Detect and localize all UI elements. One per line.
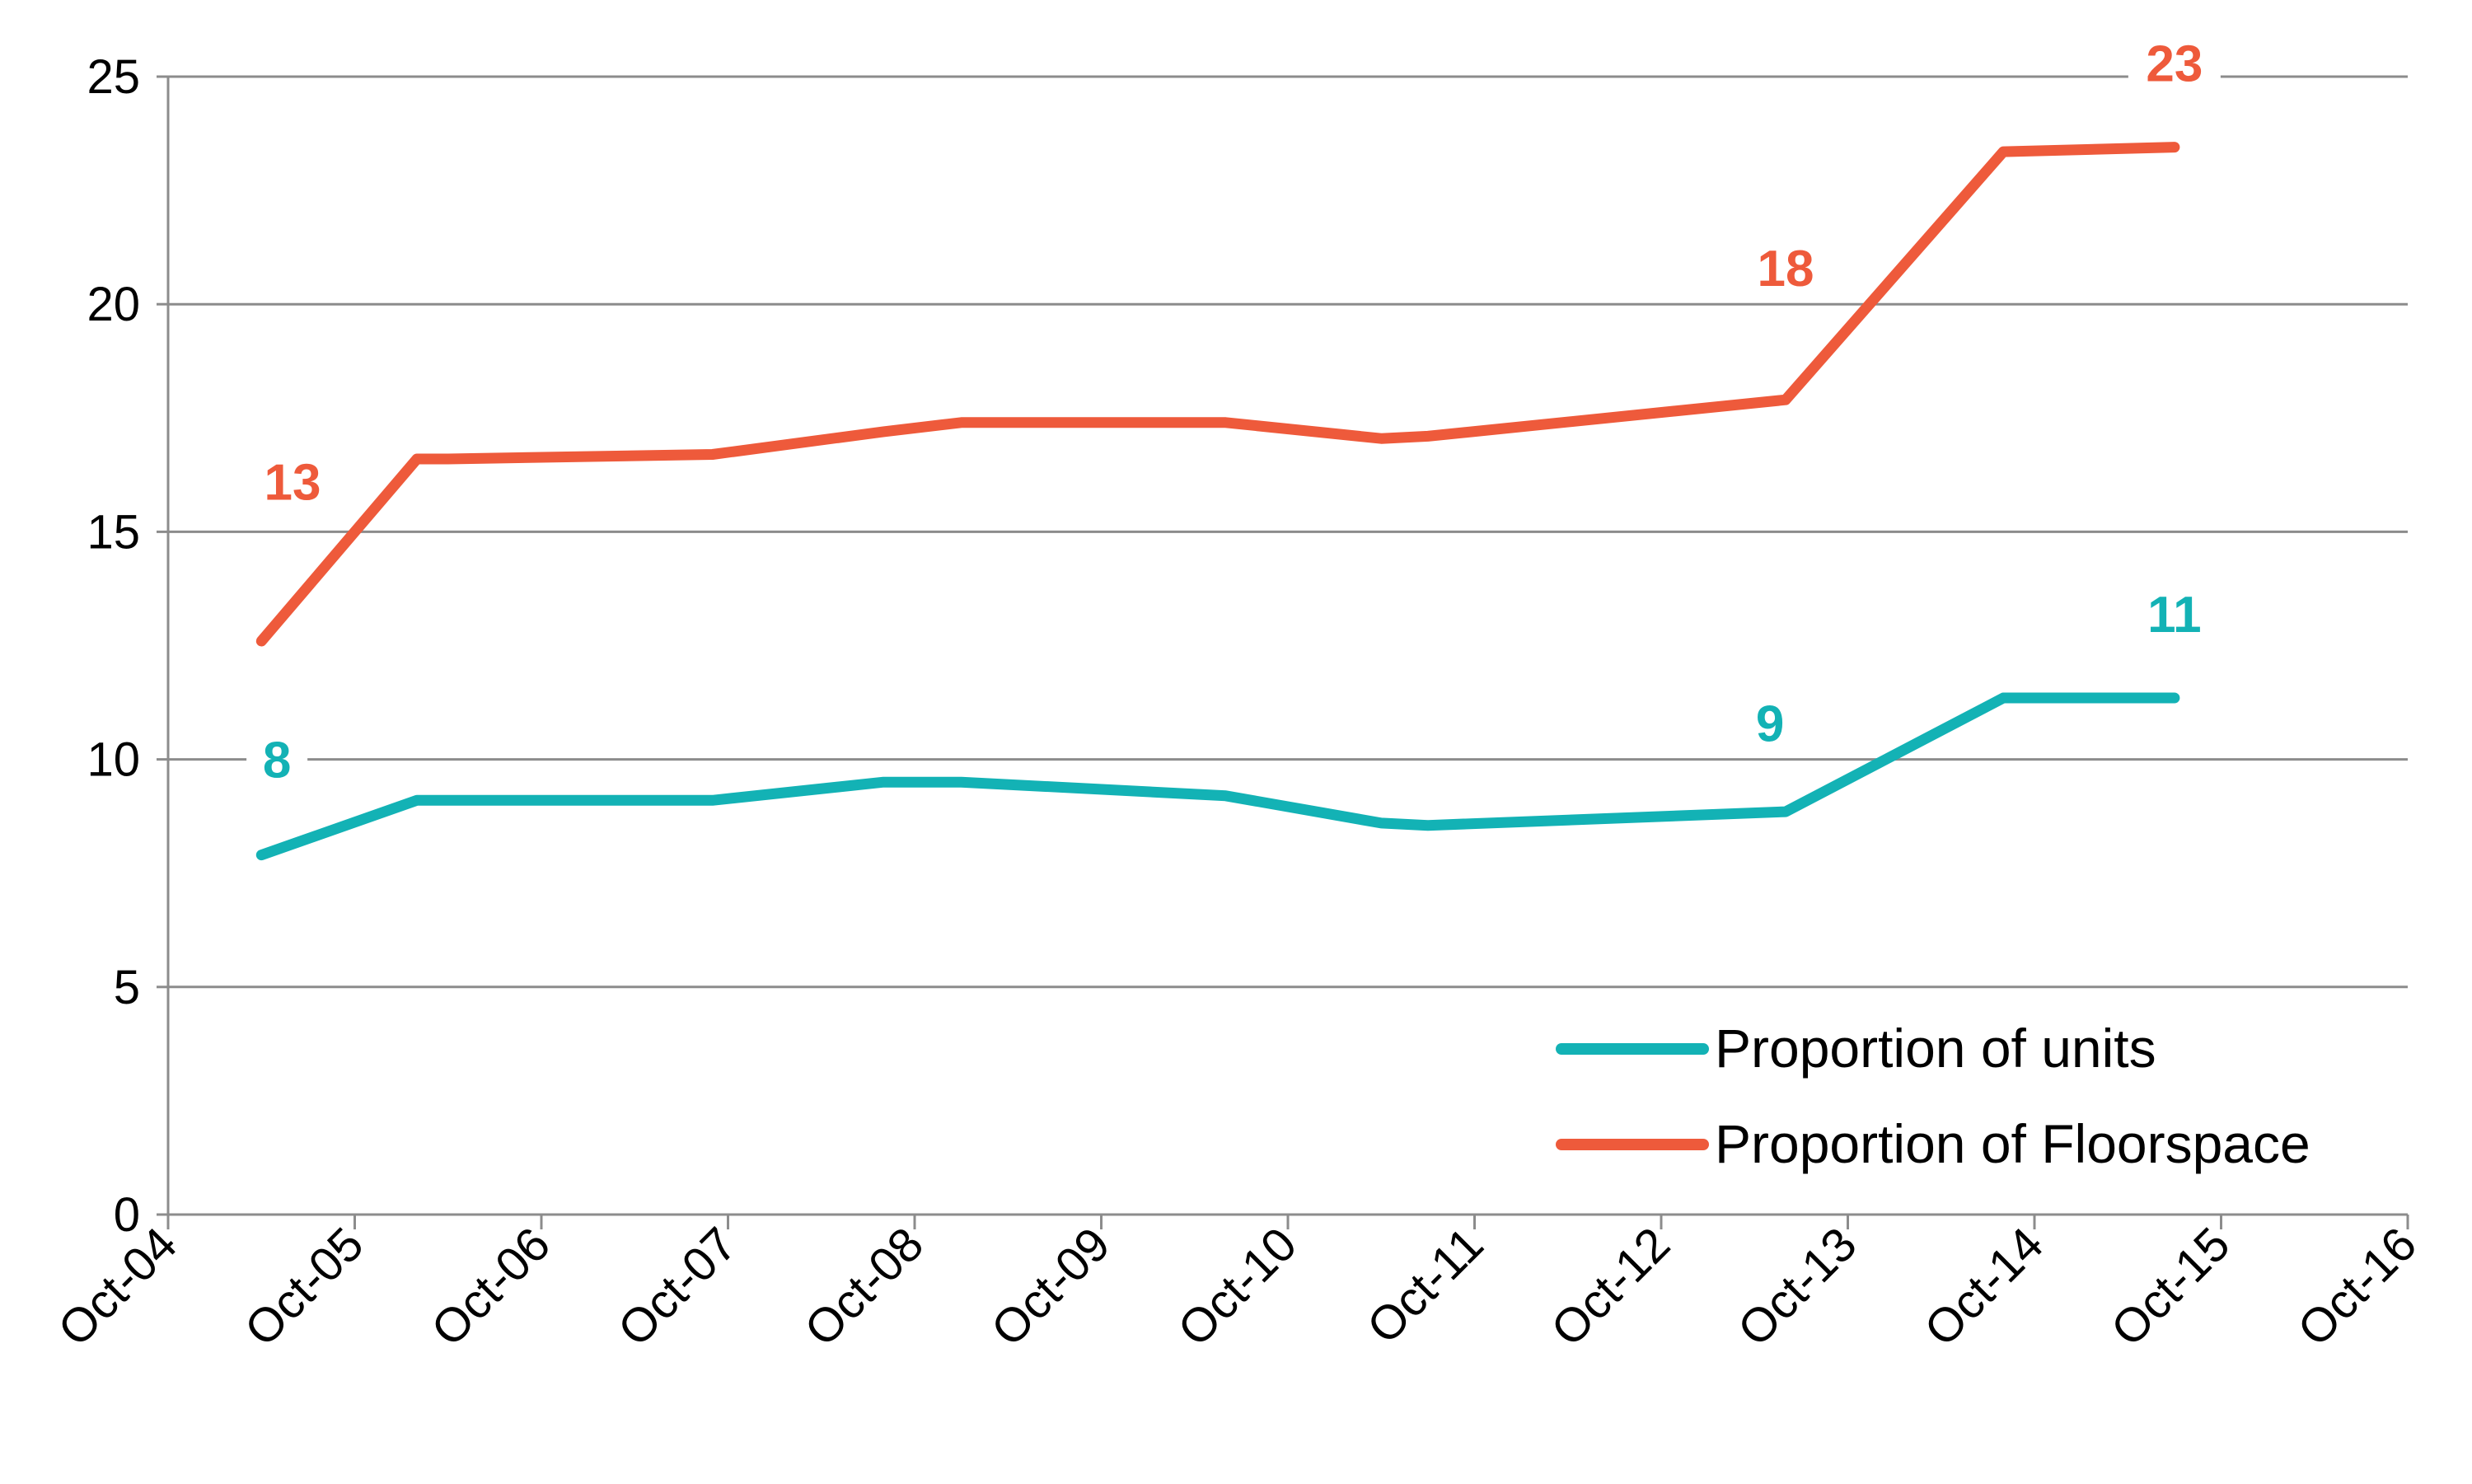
data-label-background	[246, 726, 308, 786]
y-tick-label: 0	[114, 1188, 140, 1242]
x-tick-label: Oct-08	[794, 1217, 934, 1356]
legend-label: Proportion of Floorspace	[1715, 1113, 2310, 1174]
data-label: 23	[2146, 35, 2203, 92]
x-tick-label: Oct-11	[1357, 1217, 1494, 1354]
data-label-background	[2128, 580, 2221, 640]
legend-label: Proportion of units	[1715, 1018, 2156, 1079]
y-tick-label: 15	[87, 505, 140, 559]
x-tick-label: Oct-15	[2101, 1217, 2240, 1356]
data-label-background	[246, 448, 339, 508]
gridlines	[168, 75, 2408, 989]
data-label-background	[1739, 690, 1801, 750]
x-tick-label: Oct-13	[1728, 1217, 1867, 1356]
series-lines	[255, 142, 2180, 861]
data-label: 8	[263, 733, 291, 789]
data-label-background	[2128, 30, 2221, 90]
x-tick-label: Oct-10	[1168, 1217, 1307, 1356]
x-tick-label: Oct-14	[1914, 1217, 2053, 1356]
series-line-1	[255, 142, 2180, 647]
y-tick-label: 5	[114, 961, 140, 1014]
x-tick-label: Oct-12	[1541, 1217, 1680, 1356]
y-tick-label: 20	[87, 278, 140, 331]
y-axis-ticks: 0 5 10 15 20 25	[87, 50, 168, 1242]
x-tick-label: Oct-16	[2287, 1217, 2427, 1356]
x-axis-ticks: Oct-04 Oct-05 Oct-06 Oct-07 Oct-08 Oct-09 Oct-…	[48, 1215, 2427, 1356]
series-line-0	[255, 692, 2180, 861]
x-tick-label: Oct-09	[981, 1217, 1121, 1356]
y-tick-label: 10	[87, 733, 140, 787]
data-label: 13	[265, 455, 321, 512]
data-labels: 8 9 11 13 18 23	[246, 30, 2221, 789]
x-tick-label: Oct-07	[608, 1217, 747, 1356]
y-tick-label: 25	[87, 50, 140, 104]
data-label: 11	[2147, 587, 2202, 644]
data-label-background	[1739, 235, 1832, 295]
x-tick-label: Oct-05	[235, 1217, 374, 1356]
x-tick-label: Oct-06	[421, 1217, 560, 1356]
data-label: 9	[1756, 695, 1784, 752]
data-label: 18	[1758, 241, 1814, 297]
legend: Proportion of units Proportion of Floorsp…	[1556, 1018, 2310, 1174]
